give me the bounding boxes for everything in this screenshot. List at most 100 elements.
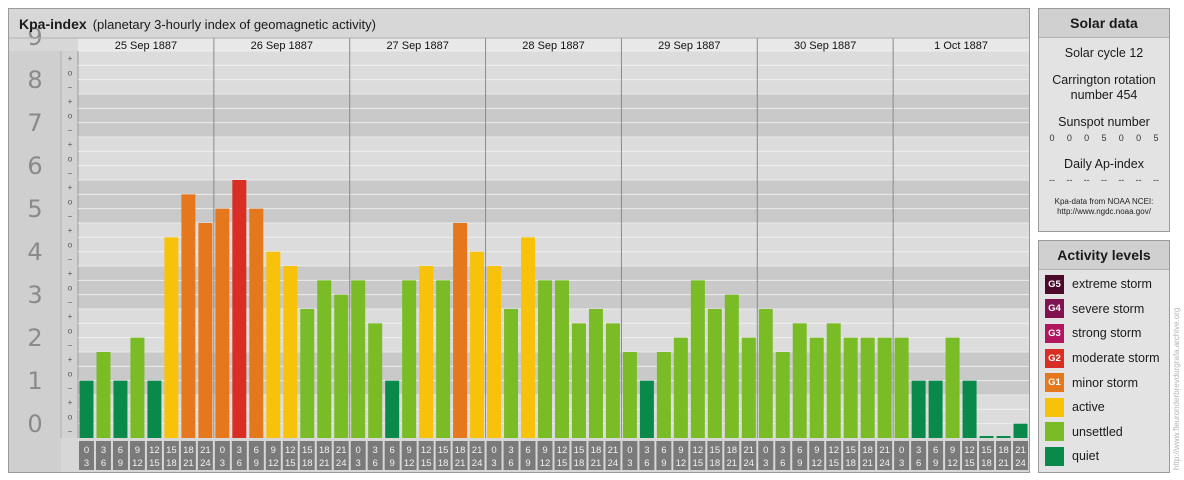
interval-start-label: 15: [302, 445, 313, 456]
y-subtick-label: o: [68, 112, 73, 121]
interval-end-label: 15: [828, 458, 839, 469]
kp-bar: [758, 309, 773, 438]
day-label: 27 Sep 1887: [386, 40, 448, 52]
kp-bar: [962, 380, 977, 438]
kp-bar: [113, 380, 128, 438]
kp-bar: [181, 194, 196, 438]
interval-end-label: 15: [421, 458, 432, 469]
interval-start-label: 9: [542, 445, 547, 456]
interval-end-label: 18: [438, 458, 449, 469]
y-subtick-label: +: [68, 355, 73, 364]
legend-label: unsettled: [1072, 424, 1123, 439]
solar-cycle: Solar cycle 12: [1064, 46, 1144, 60]
interval-cell: [197, 441, 213, 470]
legend-label: quiet: [1072, 449, 1100, 464]
interval-cell: [367, 441, 383, 470]
legend-item: G3 strong storm: [1039, 321, 1169, 346]
legend-label: moderate storm: [1072, 351, 1160, 366]
carrington-rotation-line1: Carrington rotation: [1052, 73, 1156, 87]
kp-bar: [232, 180, 247, 438]
y-subtick-label: o: [68, 198, 73, 207]
kp-bar: [334, 294, 349, 438]
interval-end-label: 21: [455, 458, 466, 469]
interval-end-label: 24: [744, 458, 755, 469]
interval-cell: [231, 441, 247, 470]
y-tick-label: 0: [27, 410, 42, 438]
date-strip: [78, 38, 1029, 51]
interval-start-label: 6: [254, 445, 259, 456]
interval-cell: [282, 441, 298, 470]
kp-bar: [656, 352, 671, 438]
kp-bar: [453, 223, 468, 438]
interval-start-label: 12: [693, 445, 704, 456]
interval-start-label: 9: [135, 445, 140, 456]
band: [9, 395, 1029, 438]
interval-end-label: 18: [574, 458, 585, 469]
kp-bar: [860, 337, 875, 438]
legend-item: quiet: [1039, 444, 1169, 469]
interval-cell: [469, 441, 485, 470]
interval-end-label: 9: [390, 458, 395, 469]
interval-end-label: 3: [84, 458, 89, 469]
interval-start-label: 15: [981, 445, 992, 456]
band: [9, 180, 1029, 223]
interval-cell: [962, 441, 978, 470]
interval-cell: [826, 441, 842, 470]
y-subtick-label: o: [68, 413, 73, 422]
interval-end-label: 18: [166, 458, 177, 469]
interval-end-label: 3: [356, 458, 361, 469]
interval-end-label: 12: [540, 458, 551, 469]
band: [9, 309, 1029, 352]
y-tick-label: 5: [27, 195, 42, 223]
kp-bar: [79, 380, 94, 438]
interval-start-label: 9: [407, 445, 412, 456]
ap-value: --: [1100, 175, 1107, 185]
kp-bar: [249, 208, 264, 438]
interval-end-label: 21: [862, 458, 873, 469]
kp-bar: [368, 323, 383, 438]
kpa-chart: 0123456789−o+−o+−o+−o+−o+−o+−o+−o+−o+25 …: [9, 23, 1029, 472]
interval-cell: [911, 441, 927, 470]
legend-swatch: G1: [1045, 373, 1064, 393]
interval-start-label: 12: [557, 445, 568, 456]
interval-cell: [775, 441, 791, 470]
sunspot-digit: 0: [1084, 133, 1090, 143]
interval-end-label: 6: [780, 458, 785, 469]
ap-value: --: [1049, 175, 1055, 185]
kp-bar: [826, 323, 841, 438]
kp-bar: [147, 380, 162, 438]
kp-bar: [724, 294, 739, 438]
interval-cell: [163, 441, 179, 470]
interval-end-label: 3: [899, 458, 904, 469]
kp-bar: [504, 309, 519, 438]
interval-end-label: 15: [149, 458, 160, 469]
kp-bar: [470, 251, 485, 438]
ap-value: --: [1135, 175, 1142, 185]
data-source-link[interactable]: http://www.ngdc.noaa.gov/: [1057, 207, 1151, 216]
interval-start-label: 0: [84, 445, 89, 456]
interval-end-label: 6: [101, 458, 106, 469]
legend-label: severe storm: [1072, 301, 1145, 316]
interval-end-label: 12: [268, 458, 279, 469]
legend-item: G5 extreme storm: [1039, 272, 1169, 297]
interval-cell: [656, 441, 672, 470]
interval-start-label: 3: [101, 445, 106, 456]
interval-start-label: 9: [271, 445, 276, 456]
interval-end-label: 12: [404, 458, 415, 469]
interval-cell: [129, 441, 145, 470]
activity-legend: G5 extreme storm G4 severe storm G3 strong st…: [1039, 270, 1169, 469]
interval-cell: [809, 441, 825, 470]
interval-start-label: 3: [237, 445, 242, 456]
interval-start-label: 0: [356, 445, 361, 456]
ap-value: --: [1083, 175, 1090, 185]
y-subtick-label: o: [68, 327, 73, 336]
kp-bar: [402, 280, 417, 438]
interval-start-label: 18: [455, 445, 466, 456]
kp-bar: [164, 237, 179, 438]
y-subtick-label: −: [68, 169, 73, 178]
legend-item: G1 minor storm: [1039, 370, 1169, 395]
interval-cell: [996, 441, 1012, 470]
interval-end-label: 21: [998, 458, 1009, 469]
interval-cell: [452, 441, 468, 470]
interval-cell: [860, 441, 876, 470]
